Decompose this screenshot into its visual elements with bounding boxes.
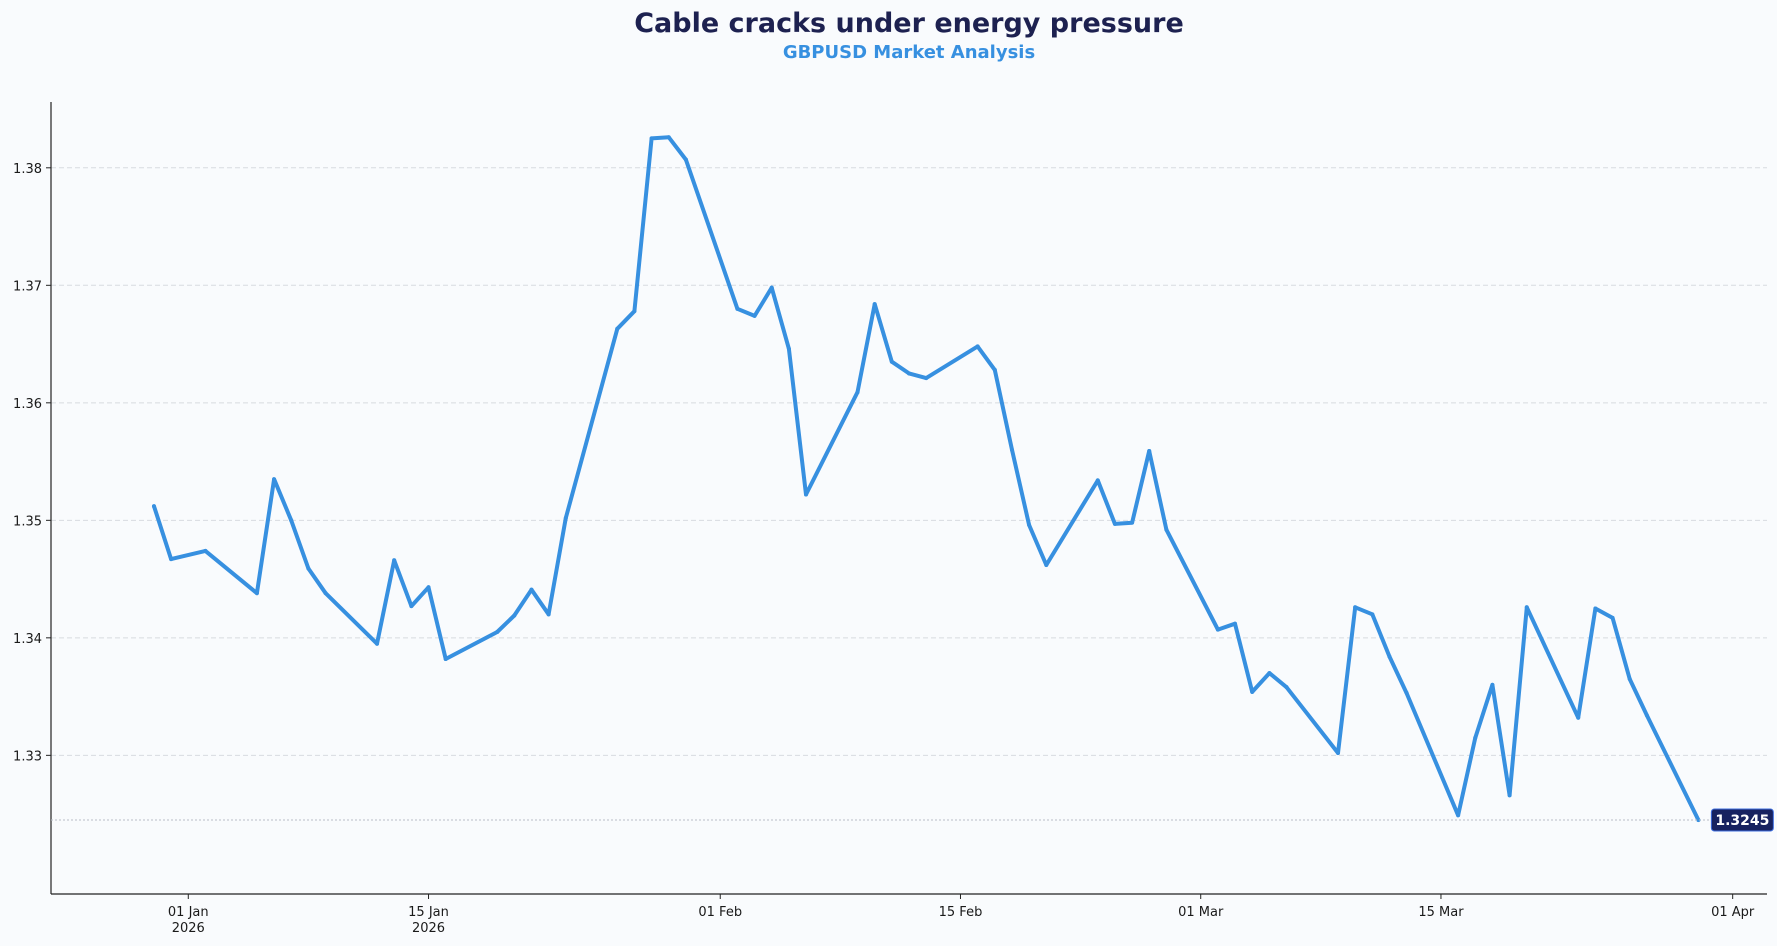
- data-point: [409, 604, 414, 609]
- data-point: [495, 629, 500, 634]
- data-point: [1353, 605, 1358, 610]
- data-point: [1130, 520, 1135, 525]
- data-point: [975, 344, 980, 349]
- data-point: [1095, 478, 1100, 483]
- data-point: [1250, 689, 1255, 694]
- data-point: [254, 591, 259, 596]
- data-point: [683, 157, 688, 162]
- data-point: [1009, 447, 1014, 452]
- x-tick-label: 01 Mar: [1178, 905, 1224, 920]
- data-point: [1112, 521, 1117, 526]
- last-value-layer: 1.3245: [51, 808, 1774, 832]
- data-point: [546, 612, 551, 617]
- data-point: [1627, 676, 1632, 681]
- data-point: [907, 371, 911, 376]
- data-point: [1456, 813, 1461, 818]
- data-point: [889, 359, 894, 364]
- x-tick-sublabel: 2026: [412, 921, 445, 936]
- data-point: [375, 641, 380, 646]
- data-point: [392, 558, 397, 563]
- x-tick-label: 01 Jan: [168, 905, 209, 920]
- data-point: [1593, 606, 1598, 611]
- data-point: [769, 285, 774, 290]
- data-point: [426, 585, 431, 590]
- data-point: [804, 492, 809, 497]
- data-point: [649, 136, 654, 141]
- data-point: [1610, 615, 1615, 620]
- y-tick-label: 1.37: [13, 279, 42, 294]
- data-point: [1387, 654, 1392, 659]
- x-tick-label: 01 Apr: [1711, 905, 1755, 920]
- data-point: [1147, 448, 1152, 453]
- data-point: [529, 587, 534, 592]
- data-point: [1404, 691, 1409, 696]
- data-point: [1696, 817, 1701, 822]
- data-point: [752, 313, 757, 318]
- series-layer: [151, 135, 1701, 822]
- data-point: [151, 504, 156, 509]
- data-point: [169, 557, 174, 562]
- chart-subtitle: GBPUSD Market Analysis: [783, 42, 1035, 63]
- data-point: [443, 656, 448, 661]
- data-point: [1507, 793, 1512, 798]
- series-line-gbpusd: [152, 135, 1701, 822]
- data-point: [563, 515, 568, 520]
- last-value-badge: [1710, 808, 1774, 832]
- data-point: [992, 367, 997, 372]
- y-tick-label: 1.38: [13, 162, 42, 177]
- data-point: [272, 477, 277, 482]
- data-point: [924, 376, 929, 381]
- data-point: [615, 326, 620, 331]
- data-point: [1267, 671, 1272, 676]
- data-point: [323, 591, 328, 596]
- y-tick-label: 1.35: [13, 514, 42, 529]
- data-point: [1473, 735, 1478, 740]
- data-point: [1336, 750, 1340, 755]
- data-point: [666, 135, 671, 140]
- y-tick-label: 1.33: [13, 749, 42, 764]
- data-point: [306, 566, 311, 571]
- y-tick-label: 1.34: [13, 632, 42, 647]
- chart-title: Cable cracks under energy pressure: [634, 8, 1184, 39]
- x-tick-label: 15 Mar: [1418, 905, 1464, 920]
- data-point: [203, 548, 208, 553]
- data-point: [735, 306, 740, 311]
- data-point: [872, 302, 877, 307]
- data-point: [1490, 682, 1495, 687]
- x-tick-sublabel: 2026: [172, 921, 205, 936]
- data-point: [289, 518, 294, 523]
- data-point: [1370, 612, 1375, 617]
- data-point: [1027, 523, 1032, 528]
- data-point: [512, 613, 517, 618]
- data-point: [1644, 713, 1649, 718]
- data-point: [1524, 605, 1529, 610]
- data-point: [1164, 527, 1169, 532]
- data-point: [855, 390, 860, 395]
- data-point: [1044, 562, 1049, 567]
- data-point: [1215, 627, 1220, 632]
- x-tick-label: 15 Feb: [939, 905, 983, 920]
- data-point: [1576, 715, 1581, 720]
- last-value-label: 1.3245: [1715, 813, 1769, 829]
- x-tick-label: 15 Jan: [408, 905, 449, 920]
- data-point: [1284, 685, 1289, 690]
- x-tick-label: 01 Feb: [698, 905, 742, 920]
- data-point: [1233, 621, 1238, 626]
- data-point: [632, 309, 637, 314]
- data-point: [786, 346, 791, 351]
- grid-lines: [51, 167, 1767, 756]
- y-tick-label: 1.36: [13, 397, 42, 412]
